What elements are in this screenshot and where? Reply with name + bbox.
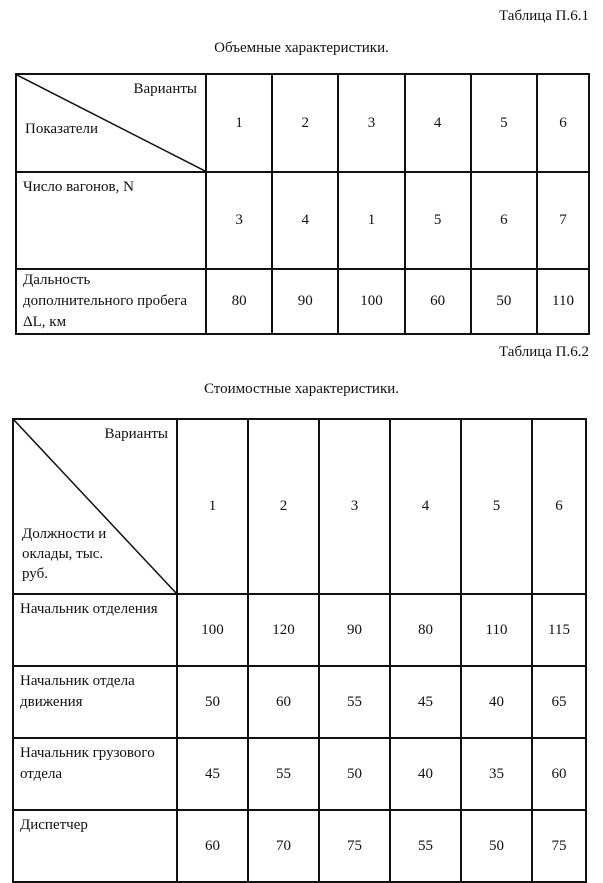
row-label: Начальник отдела движения xyxy=(12,665,178,739)
variant-header-5: 5 xyxy=(469,73,539,173)
value-cell: 100 xyxy=(337,268,406,335)
variant-header-4: 4 xyxy=(389,418,462,595)
value-cell: 100 xyxy=(176,593,249,667)
row-label: Диспетчер xyxy=(12,809,178,883)
table2-title: Стоимостные характеристики. xyxy=(203,381,400,397)
value-cell: 3 xyxy=(204,171,274,270)
table1-title: Объемные характеристики. xyxy=(214,40,389,56)
value-cell: 75 xyxy=(531,809,587,883)
value-cell: 40 xyxy=(460,665,533,739)
value-cell: 60 xyxy=(403,268,472,335)
variant-header-3: 3 xyxy=(318,418,391,595)
value-cell: 80 xyxy=(204,268,274,335)
value-cell: 60 xyxy=(176,809,249,883)
value-cell: 45 xyxy=(389,665,462,739)
table1-caption: Таблица П.6.1 xyxy=(499,8,589,24)
table2-caption: Таблица П.6.2 xyxy=(499,344,589,360)
diagonal-line xyxy=(14,420,176,593)
row-label: Число вагонов, N xyxy=(15,171,207,270)
value-cell: 50 xyxy=(318,737,391,811)
value-cell: 110 xyxy=(536,268,590,335)
variant-header-2: 2 xyxy=(247,418,320,595)
value-cell: 50 xyxy=(469,268,539,335)
value-cell: 55 xyxy=(318,665,391,739)
row-label: Дальность дополнительного пробега ΔL, км xyxy=(15,268,207,335)
value-cell: 70 xyxy=(247,809,320,883)
value-cell: 115 xyxy=(531,593,587,667)
diagonal-line xyxy=(17,75,205,171)
value-cell: 65 xyxy=(531,665,587,739)
value-cell: 40 xyxy=(389,737,462,811)
variant-header-2: 2 xyxy=(271,73,340,173)
value-cell: 5 xyxy=(403,171,472,270)
value-cell: 60 xyxy=(531,737,587,811)
value-cell: 4 xyxy=(271,171,340,270)
variant-header-1: 1 xyxy=(176,418,249,595)
value-cell: 6 xyxy=(469,171,539,270)
variant-header-6: 6 xyxy=(531,418,587,595)
value-cell: 55 xyxy=(247,737,320,811)
value-cell: 50 xyxy=(176,665,249,739)
table-row: Начальник отделения 100 120 90 80 110 115 xyxy=(12,593,587,667)
corner-top-label: Варианты xyxy=(104,426,168,442)
corner-bottom-label: Показатели xyxy=(25,121,98,137)
corner-top-label: Варианты xyxy=(133,81,197,97)
row-label: Начальник отделения xyxy=(12,593,178,667)
value-cell: 75 xyxy=(318,809,391,883)
row-label: Начальник грузового отдела xyxy=(12,737,178,811)
corner-cell: Варианты Показатели xyxy=(15,73,207,173)
table-row: Начальник отдела движения 50 60 55 45 40 65 xyxy=(12,665,587,739)
value-cell: 7 xyxy=(536,171,590,270)
variant-header-4: 4 xyxy=(403,73,472,173)
value-cell: 50 xyxy=(460,809,533,883)
table-cost-characteristics: Варианты Должности и оклады, тыс. руб. 1… xyxy=(12,418,587,883)
table-row: Диспетчер 60 70 75 55 50 75 xyxy=(12,809,587,883)
variant-header-1: 1 xyxy=(204,73,274,173)
table-row: Дальность дополнительного пробега ΔL, км… xyxy=(15,268,590,335)
value-cell: 45 xyxy=(176,737,249,811)
corner-cell: Варианты Должности и оклады, тыс. руб. xyxy=(12,418,178,595)
header-row: Варианты Должности и оклады, тыс. руб. 1… xyxy=(12,418,587,595)
value-cell: 80 xyxy=(389,593,462,667)
variant-header-3: 3 xyxy=(337,73,406,173)
value-cell: 120 xyxy=(247,593,320,667)
value-cell: 90 xyxy=(271,268,340,335)
value-cell: 60 xyxy=(247,665,320,739)
value-cell: 90 xyxy=(318,593,391,667)
variant-header-5: 5 xyxy=(460,418,533,595)
corner-bottom-label: Должности и оклады, тыс. руб. xyxy=(22,526,107,582)
variant-header-6: 6 xyxy=(536,73,590,173)
value-cell: 55 xyxy=(389,809,462,883)
value-cell: 35 xyxy=(460,737,533,811)
value-cell: 1 xyxy=(337,171,406,270)
value-cell: 110 xyxy=(460,593,533,667)
table-row: Начальник грузового отдела 45 55 50 40 35 60 xyxy=(12,737,587,811)
